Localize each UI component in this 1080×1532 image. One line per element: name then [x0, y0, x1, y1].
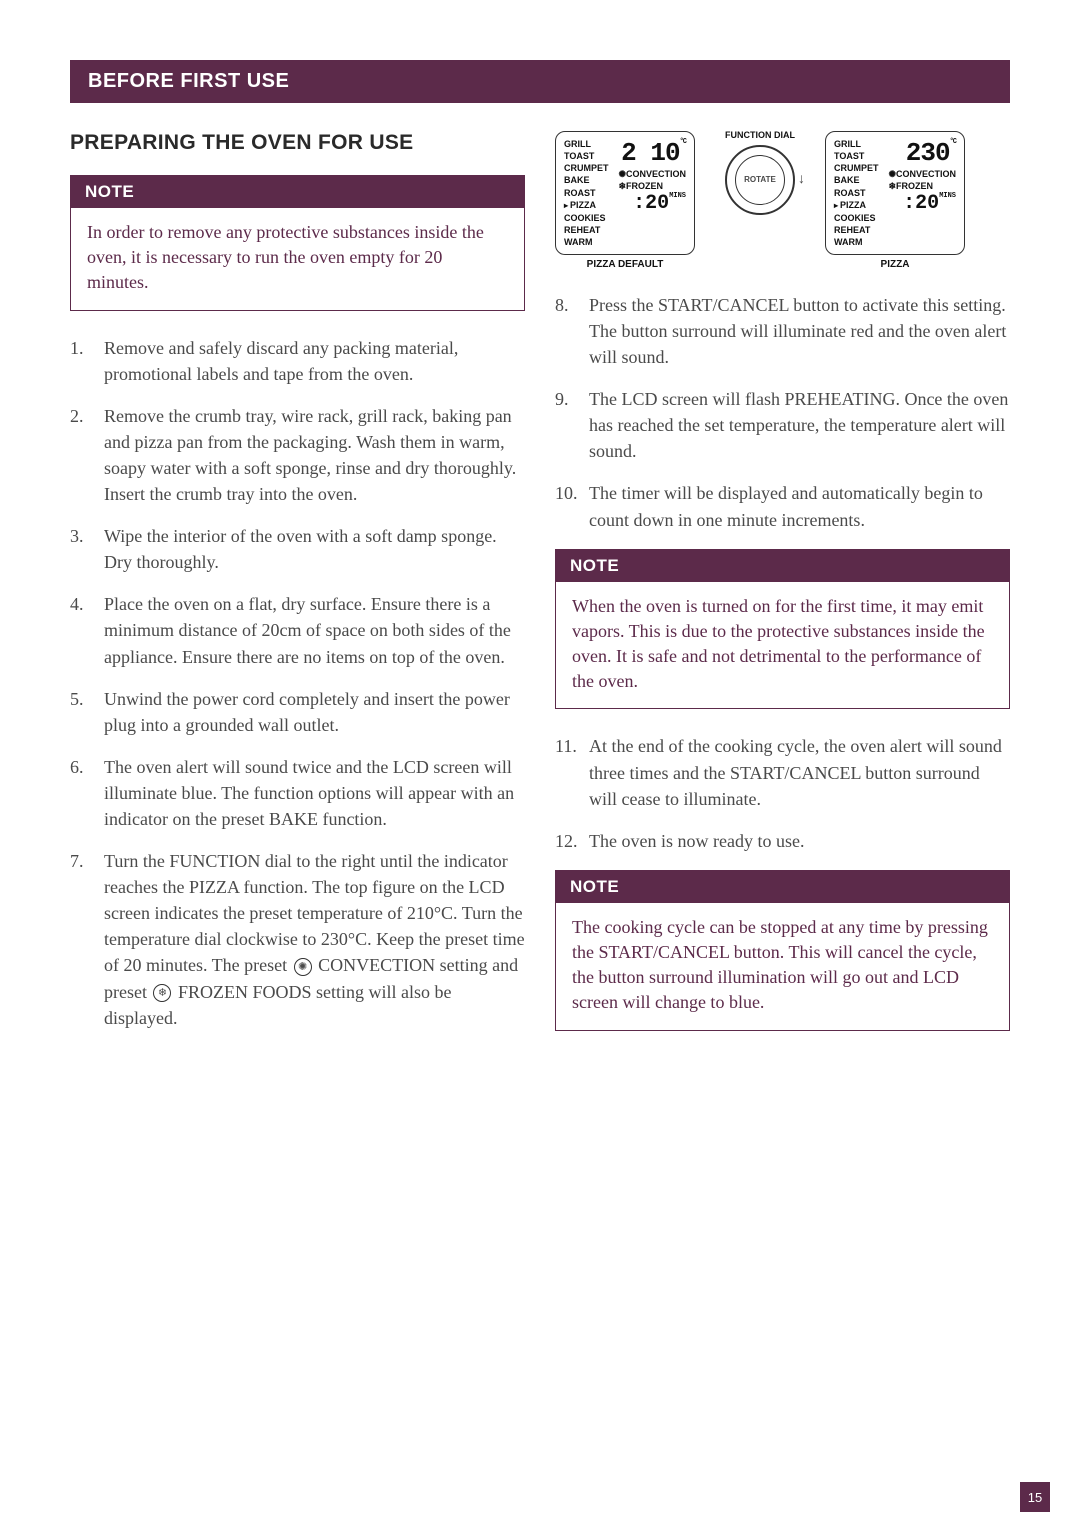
step-num: 4.	[70, 591, 104, 669]
steps-right-1: 8.Press the START/CANCEL button to activ…	[555, 292, 1010, 533]
list-item: 2.Remove the crumb tray, wire rack, gril…	[70, 403, 525, 507]
note-body: In order to remove any protective substa…	[71, 208, 524, 310]
step-text: At the end of the cooking cycle, the ove…	[589, 733, 1010, 811]
left-column: PREPARING THE OVEN FOR USE NOTE In order…	[70, 131, 525, 1055]
list-item: 12.The oven is now ready to use.	[555, 828, 1010, 854]
note-box-3: NOTE The cooking cycle can be stopped at…	[555, 870, 1010, 1031]
step-text: Wipe the interior of the oven with a sof…	[104, 523, 525, 575]
list-item: 5.Unwind the power cord completely and i…	[70, 686, 525, 738]
steps-right-2: 11.At the end of the cooking cycle, the …	[555, 733, 1010, 853]
note-box-1: NOTE In order to remove any protective s…	[70, 175, 525, 311]
step-num: 7.	[70, 848, 104, 1031]
list-item: 9.The LCD screen will flash PREHEATING. …	[555, 386, 1010, 464]
list-item: 6.The oven alert will sound twice and th…	[70, 754, 525, 832]
step-text: The oven is now ready to use.	[589, 828, 804, 854]
step-text: Remove and safely discard any packing ma…	[104, 335, 525, 387]
page-subhead: PREPARING THE OVEN FOR USE	[70, 131, 525, 155]
section-header: BEFORE FIRST USE	[70, 60, 1010, 103]
convection-icon: ✺	[294, 958, 312, 976]
lcd-caption: PIZZA DEFAULT	[555, 259, 695, 270]
function-dial: FUNCTION DIAL ROTATE ↓	[705, 131, 815, 215]
frozen-icon: ❄	[618, 181, 626, 191]
frozen-icon: ❄	[153, 984, 171, 1002]
list-item: 11.At the end of the cooking cycle, the …	[555, 733, 1010, 811]
step-text: Turn the FUNCTION dial to the right unti…	[104, 848, 525, 1031]
lcd-caption: PIZZA	[825, 259, 965, 270]
lcd-diagram: GRILL TOAST CRUMPET BAKE ROAST PIZZA COO…	[555, 131, 1010, 270]
list-item: 8.Press the START/CANCEL button to activ…	[555, 292, 1010, 370]
note-box-2: NOTE When the oven is turned on for the …	[555, 549, 1010, 710]
convection-icon: ✺	[888, 169, 896, 179]
frozen-icon: ❄	[888, 181, 896, 191]
step-num: 6.	[70, 754, 104, 832]
list-item: 3.Wipe the interior of the oven with a s…	[70, 523, 525, 575]
step-num: 2.	[70, 403, 104, 507]
step-num: 8.	[555, 292, 589, 370]
step-text: The oven alert will sound twice and the …	[104, 754, 525, 832]
lcd-panel-default: GRILL TOAST CRUMPET BAKE ROAST PIZZA COO…	[555, 131, 695, 270]
step-num: 3.	[70, 523, 104, 575]
note-title: NOTE	[556, 550, 1009, 582]
step-text: The timer will be displayed and automati…	[589, 480, 1010, 532]
right-column: GRILL TOAST CRUMPET BAKE ROAST PIZZA COO…	[555, 131, 1010, 1055]
list-item: 1.Remove and safely discard any packing …	[70, 335, 525, 387]
step-text: The LCD screen will flash PREHEATING. On…	[589, 386, 1010, 464]
step-num: 12.	[555, 828, 589, 854]
page-number: 15	[1020, 1482, 1050, 1512]
step-text: Unwind the power cord completely and ins…	[104, 686, 525, 738]
convection-icon: ✺	[618, 169, 626, 179]
list-item: 4.Place the oven on a flat, dry surface.…	[70, 591, 525, 669]
step-num: 10.	[555, 480, 589, 532]
note-title: NOTE	[71, 176, 524, 208]
note-title: NOTE	[556, 871, 1009, 903]
steps-left: 1.Remove and safely discard any packing …	[70, 335, 525, 1031]
step-num: 9.	[555, 386, 589, 464]
note-body: The cooking cycle can be stopped at any …	[556, 903, 1009, 1030]
step-num: 1.	[70, 335, 104, 387]
step-num: 5.	[70, 686, 104, 738]
list-item: 7. Turn the FUNCTION dial to the right u…	[70, 848, 525, 1031]
note-body: When the oven is turned on for the first…	[556, 582, 1009, 709]
list-item: 10.The timer will be displayed and autom…	[555, 480, 1010, 532]
step-text: Press the START/CANCEL button to activat…	[589, 292, 1010, 370]
lcd-panel-pizza: GRILL TOAST CRUMPET BAKE ROAST PIZZA COO…	[825, 131, 965, 270]
step-text: Remove the crumb tray, wire rack, grill …	[104, 403, 525, 507]
step-num: 11.	[555, 733, 589, 811]
step-text: Place the oven on a flat, dry surface. E…	[104, 591, 525, 669]
